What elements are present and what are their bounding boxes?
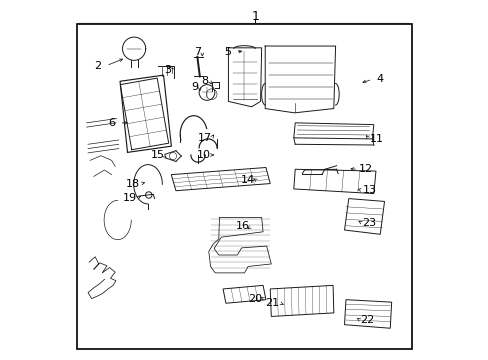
Text: 15: 15 (151, 150, 165, 160)
Text: 12: 12 (358, 164, 372, 174)
Text: 5: 5 (224, 47, 231, 57)
Text: 7: 7 (194, 47, 201, 57)
Text: 6: 6 (108, 118, 115, 128)
Text: 22: 22 (360, 315, 374, 325)
Text: 13: 13 (362, 185, 376, 195)
Text: 14: 14 (241, 175, 255, 185)
Text: 11: 11 (369, 134, 383, 144)
Text: 18: 18 (126, 179, 140, 189)
Text: 9: 9 (190, 82, 198, 92)
Text: 1: 1 (251, 10, 259, 23)
Text: 2: 2 (94, 61, 102, 71)
Text: 8: 8 (201, 76, 208, 86)
Text: 4: 4 (376, 74, 383, 84)
Text: 10: 10 (196, 150, 210, 160)
Text: 21: 21 (265, 298, 279, 308)
Text: 17: 17 (198, 133, 212, 143)
Text: 3: 3 (164, 65, 171, 75)
Text: 23: 23 (362, 218, 376, 228)
Text: 16: 16 (235, 221, 249, 231)
Text: 19: 19 (122, 193, 136, 203)
Text: 20: 20 (247, 294, 262, 303)
